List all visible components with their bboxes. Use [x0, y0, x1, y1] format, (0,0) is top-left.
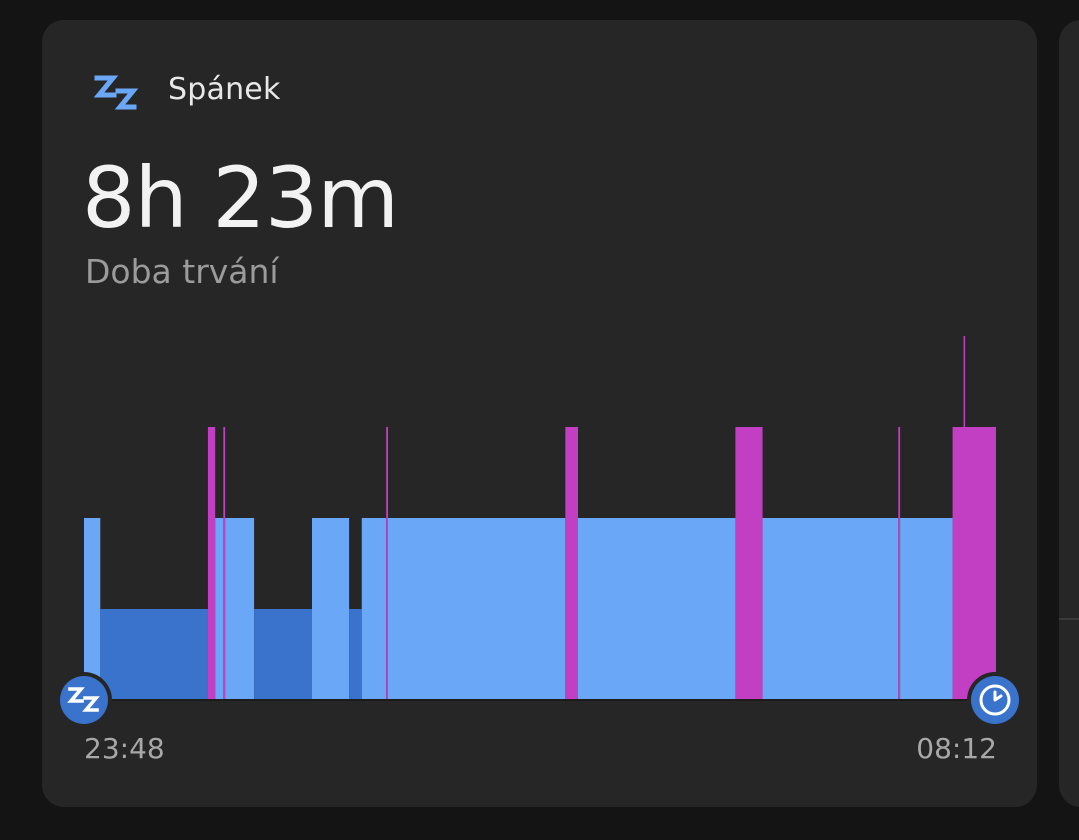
wake-up-marker	[967, 672, 1023, 728]
sleep-segment-light	[215, 518, 224, 700]
sleep-duration-value: 8h 23m	[82, 149, 399, 247]
sleep-awake-spike	[963, 336, 966, 700]
sleep-segment-awake	[952, 427, 996, 700]
sleep-segment-light	[900, 518, 953, 700]
sleep-segment-light	[225, 518, 255, 700]
sleep-segment-light	[388, 518, 566, 700]
sleep-duration-label: Doba trvání	[85, 252, 279, 291]
sleep-segment-awake	[735, 427, 763, 700]
next-card-peek[interactable]	[1059, 20, 1079, 807]
sleep-segment-awake	[386, 427, 388, 700]
sleep-start-time: 23:48	[84, 732, 165, 765]
sleep-segment-awake	[223, 427, 226, 700]
card-title: Spánek	[168, 72, 281, 107]
sleep-segment-deep	[100, 609, 208, 700]
sleep-segment-awake	[565, 427, 578, 700]
wake-up-time: 08:12	[916, 732, 997, 765]
sleep-segment-light	[312, 518, 350, 700]
sleep-start-marker	[56, 672, 112, 728]
sleep-stage-chart	[84, 336, 996, 701]
sleep-segment-deep	[349, 609, 362, 700]
sleep-segment-light	[361, 518, 387, 700]
sleep-card[interactable]: Spánek 8h 23m Doba trvání 23:48 08:12	[42, 20, 1037, 807]
zz-sleep-icon	[67, 687, 100, 712]
divider	[1059, 618, 1079, 620]
sleep-segment-awake	[207, 427, 216, 700]
zz-sleep-icon	[94, 75, 139, 110]
sleep-segment-awake	[898, 427, 901, 700]
sleep-segment-deep	[254, 609, 312, 700]
sleep-segment-light	[578, 518, 736, 700]
sleep-segment-light	[762, 518, 899, 700]
alarm-clock-icon	[979, 684, 1011, 716]
